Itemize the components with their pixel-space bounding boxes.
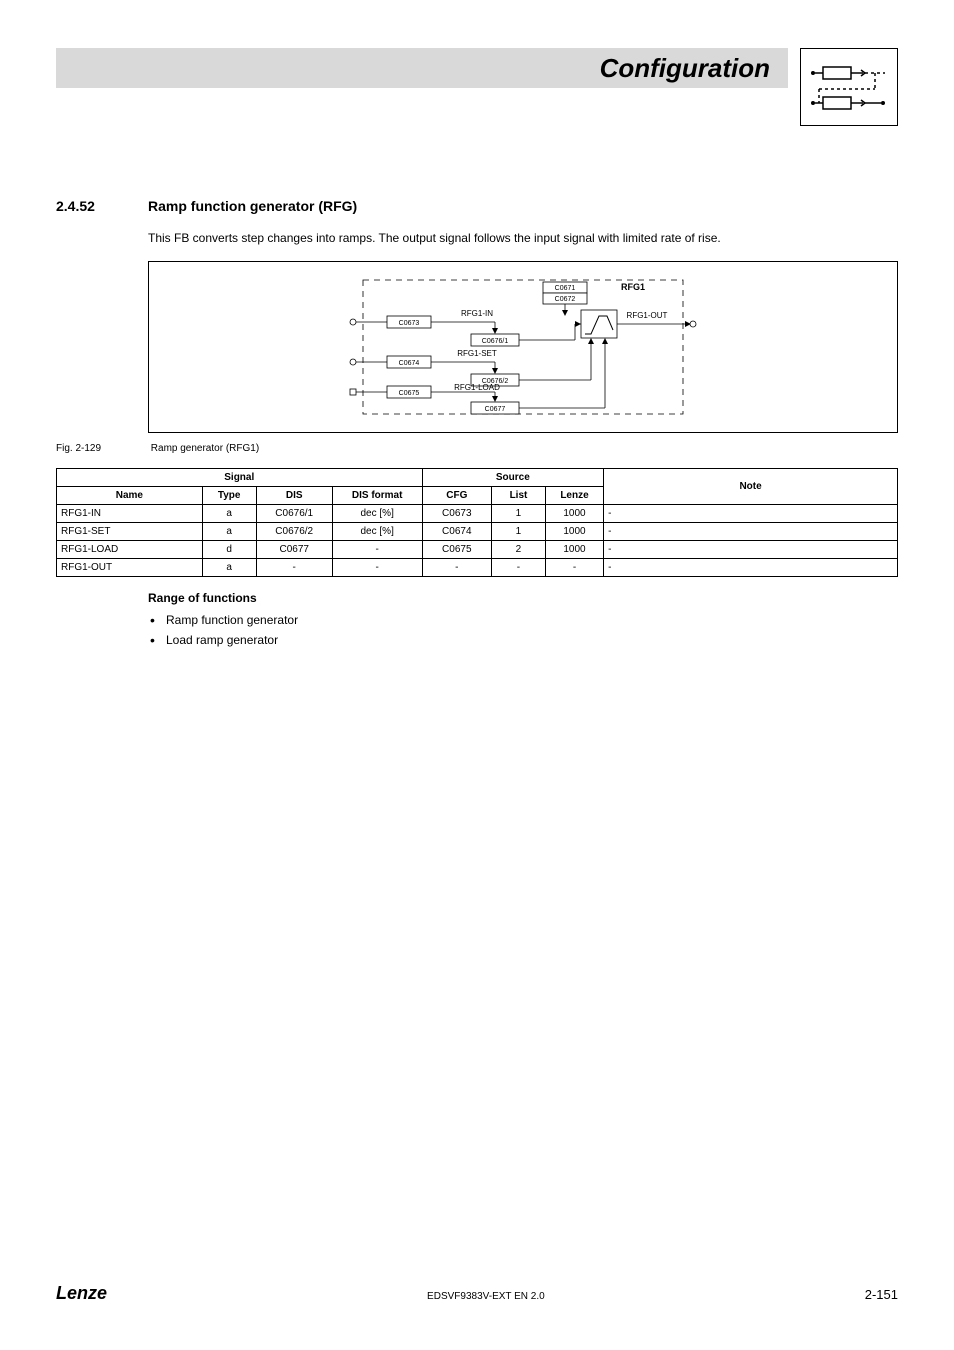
- table-cell: -: [332, 540, 422, 558]
- col-header: DIS format: [332, 486, 422, 504]
- input-port-3: C0675: [399, 390, 420, 397]
- col-header: List: [492, 486, 546, 504]
- table-cell: 1000: [545, 504, 603, 522]
- footer-brand: Lenze: [56, 1283, 107, 1304]
- table-cell: C0673: [422, 504, 492, 522]
- col-header: Name: [57, 486, 203, 504]
- block-label: RFG1: [621, 282, 645, 292]
- section-title: Ramp function generator (RFG): [148, 198, 357, 214]
- input-port-2: C0674: [399, 360, 420, 367]
- table-cell: 1: [492, 504, 546, 522]
- table-cell: RFG1-OUT: [57, 558, 203, 576]
- table-cell: -: [604, 540, 898, 558]
- table-cell: dec [%]: [332, 522, 422, 540]
- input-label-1: RFG1-IN: [461, 309, 493, 318]
- col-header: CFG: [422, 486, 492, 504]
- list-item: Load ramp generator: [148, 633, 898, 647]
- output-label: RFG1-OUT: [627, 311, 668, 320]
- section-intro: This FB converts step changes into ramps…: [148, 230, 898, 247]
- section-number: 2.4.52: [56, 198, 120, 214]
- table-cell: -: [604, 522, 898, 540]
- time-box-1: C0671: [555, 285, 576, 292]
- input-label-2: RFG1-SET: [457, 349, 497, 358]
- col-header: Lenze: [545, 486, 603, 504]
- table-cell: RFG1-SET: [57, 522, 203, 540]
- input-label-3: RFG1-LOAD: [454, 383, 500, 392]
- table-row: RFG1-LOADdC0677-C067521000-: [57, 540, 898, 558]
- block-diagram-icon: [800, 48, 898, 126]
- time-box-2: C0672: [555, 296, 576, 303]
- figure-caption-number: Fig. 2-129: [56, 443, 148, 454]
- header-bar: Configuration: [56, 48, 788, 88]
- table-cell: -: [492, 558, 546, 576]
- figure-box: C0671 C0672 RFG1 C0673 RFG1-IN: [148, 261, 898, 433]
- table-cell: C0676/2: [256, 522, 332, 540]
- figure-caption-text: Ramp generator (RFG1): [151, 443, 259, 454]
- table-cell: -: [604, 558, 898, 576]
- table-row: RFG1-OUTa------: [57, 558, 898, 576]
- range-list: Ramp function generator Load ramp generat…: [148, 613, 898, 647]
- table-cell: -: [545, 558, 603, 576]
- table-row: RFG1-SETaC0676/2dec [%]C067411000-: [57, 522, 898, 540]
- input-port-1: C0673: [399, 320, 420, 327]
- table-cell: a: [202, 504, 256, 522]
- table-cell: C0674: [422, 522, 492, 540]
- signal-table: SignalSourceNote NameTypeDISDIS formatCFG…: [56, 468, 898, 577]
- table-cell: RFG1-LOAD: [57, 540, 203, 558]
- col-header: DIS: [256, 486, 332, 504]
- input-target-3: C0677: [485, 406, 506, 413]
- table-cell: 1000: [545, 522, 603, 540]
- content: 2.4.52 Ramp function generator (RFG) Thi…: [56, 198, 898, 647]
- page-footer: Lenze EDSVF9383V-EXT EN 2.0 2-151: [56, 1283, 898, 1304]
- table-cell: C0675: [422, 540, 492, 558]
- table-cell: C0677: [256, 540, 332, 558]
- col-group-note: Note: [604, 468, 898, 504]
- footer-page: 2-151: [865, 1287, 898, 1302]
- table-cell: dec [%]: [332, 504, 422, 522]
- input-target-1: C0676/1: [482, 338, 509, 345]
- section-body: This FB converts step changes into ramps…: [148, 230, 898, 647]
- col-header: Type: [202, 486, 256, 504]
- table-cell: C0676/1: [256, 504, 332, 522]
- table-cell: -: [422, 558, 492, 576]
- col-group-source: Source: [422, 468, 604, 486]
- table-row: RFG1-INaC0676/1dec [%]C067311000-: [57, 504, 898, 522]
- table-cell: 2: [492, 540, 546, 558]
- section-heading: 2.4.52 Ramp function generator (RFG): [56, 198, 898, 214]
- table-cell: RFG1-IN: [57, 504, 203, 522]
- list-item: Ramp function generator: [148, 613, 898, 627]
- footer-docid: EDSVF9383V-EXT EN 2.0: [427, 1291, 545, 1302]
- table-cell: 1: [492, 522, 546, 540]
- table-cell: 1000: [545, 540, 603, 558]
- page-header: Configuration: [56, 48, 898, 126]
- table-cell: -: [604, 504, 898, 522]
- table-cell: d: [202, 540, 256, 558]
- figure-caption: Fig. 2-129 Ramp generator (RFG1): [56, 443, 898, 454]
- table-cell: a: [202, 522, 256, 540]
- range-title: Range of functions: [148, 591, 898, 605]
- table-cell: -: [332, 558, 422, 576]
- col-group-signal: Signal: [57, 468, 423, 486]
- header-title: Configuration: [600, 53, 770, 84]
- table-cell: -: [256, 558, 332, 576]
- table-cell: a: [202, 558, 256, 576]
- rfg-diagram: C0671 C0672 RFG1 C0673 RFG1-IN: [343, 272, 703, 422]
